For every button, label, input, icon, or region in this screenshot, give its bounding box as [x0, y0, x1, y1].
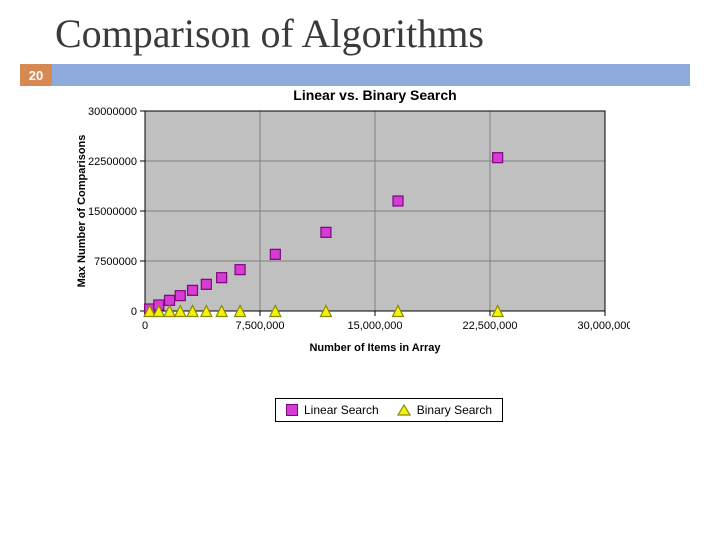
svg-text:0: 0	[131, 306, 137, 318]
svg-text:0: 0	[142, 320, 148, 332]
svg-text:22500000: 22500000	[88, 156, 137, 168]
chart-container: Linear vs. Binary Search 0 7,500,000 15,000…	[70, 86, 630, 371]
legend-label-linear: Linear Search	[304, 403, 379, 417]
svg-text:7,500,000: 7,500,000	[236, 320, 285, 332]
square-icon	[286, 404, 298, 416]
scatter-chart: Linear vs. Binary Search 0 7,500,000 15,000…	[70, 86, 630, 366]
svg-text:30,000,000: 30,000,000	[577, 320, 630, 332]
svg-text:7500000: 7500000	[94, 256, 137, 268]
page-title: Comparison of Algorithms	[55, 10, 484, 57]
slide-number-badge: 20	[20, 64, 52, 86]
legend-container: Linear Search Binary Search	[275, 398, 503, 422]
svg-text:Number of Items in Array: Number of Items in Array	[309, 342, 441, 354]
header-accent-bar: 20	[20, 64, 690, 86]
svg-text:Linear vs. Binary Search: Linear vs. Binary Search	[293, 87, 456, 103]
legend-label-binary: Binary Search	[417, 403, 492, 417]
legend-box: Linear Search Binary Search	[275, 398, 503, 422]
svg-text:15000000: 15000000	[88, 206, 137, 218]
legend-item-linear: Linear Search	[286, 403, 379, 417]
legend-item-binary: Binary Search	[397, 403, 492, 417]
triangle-icon	[397, 404, 411, 416]
svg-text:22,500,000: 22,500,000	[462, 320, 517, 332]
svg-text:Max Number of Comparisons: Max Number of Comparisons	[76, 135, 88, 288]
svg-text:15,000,000: 15,000,000	[347, 320, 402, 332]
svg-text:30000000: 30000000	[88, 106, 137, 118]
